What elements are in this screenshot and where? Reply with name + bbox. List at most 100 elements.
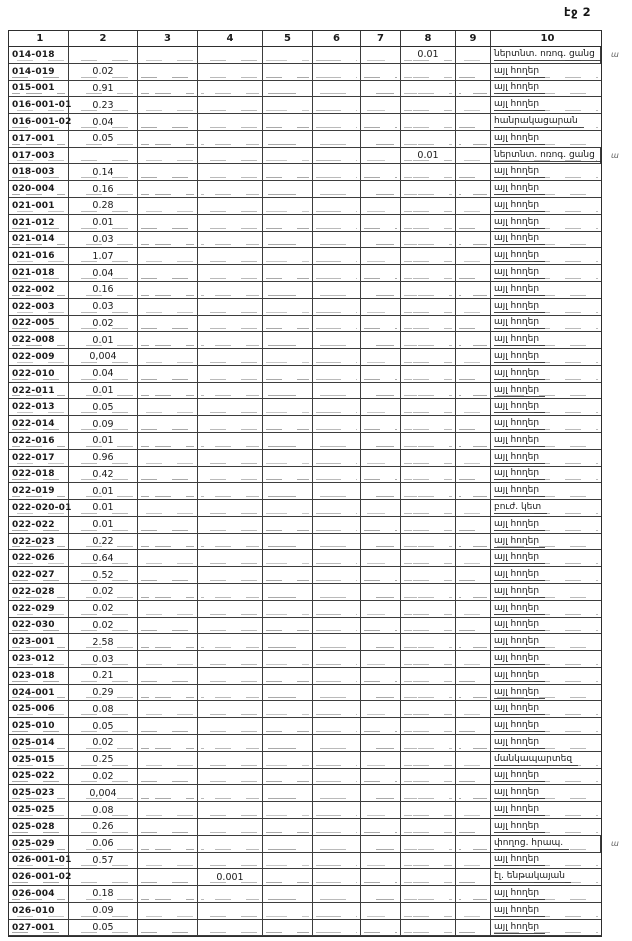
parcel-code-cell: 026-010 <box>9 902 69 920</box>
area-value-cell: 0.01 <box>69 516 138 534</box>
cell-text: 0.25 <box>92 754 114 766</box>
value-col4-cell <box>198 701 263 719</box>
cell-text: այլ հողեր <box>494 217 546 229</box>
parcel-code-cell: 021-018 <box>9 265 69 282</box>
area-value-cell: 0.02 <box>69 617 138 635</box>
empty-cell <box>313 584 361 601</box>
land-use-cell: այլ հողեր <box>491 450 601 467</box>
cell-text: 026-001-01 <box>12 855 72 866</box>
cell-text: այլ հողեր <box>494 385 546 397</box>
empty-cell <box>263 500 313 517</box>
empty-cell <box>313 382 361 400</box>
empty-cell <box>456 584 491 601</box>
land-use-cell: այլ հողեր <box>491 601 601 618</box>
value-col4-cell <box>198 584 263 601</box>
empty-cell <box>263 181 313 199</box>
area-value-cell: 0.04 <box>69 365 138 383</box>
empty-cell <box>313 198 361 215</box>
value-col4-cell <box>198 617 263 635</box>
empty-cell <box>313 466 361 484</box>
empty-cell <box>361 349 401 366</box>
cell-text: 015-001 <box>12 83 55 94</box>
empty-cell <box>313 63 361 81</box>
value-col8-cell <box>401 399 456 417</box>
empty-cell <box>313 651 361 668</box>
empty-cell <box>361 164 401 182</box>
empty-cell <box>456 567 491 584</box>
table-row: 025-025 0.08 այլ հողեր <box>9 802 601 819</box>
empty-cell <box>361 701 401 719</box>
empty-cell <box>361 432 401 450</box>
cell-text: 0.06 <box>92 838 114 850</box>
table-row: 023-018 0.21 այլ հողեր <box>9 667 601 685</box>
empty-cell <box>263 332 313 350</box>
empty-cell <box>313 617 361 635</box>
value-col8-cell <box>401 298 456 316</box>
area-value-cell: 0.05 <box>69 130 138 148</box>
empty-cell <box>263 382 313 400</box>
empty-cell <box>138 147 198 165</box>
empty-cell <box>263 399 313 417</box>
cell-text: այլ հողեր <box>494 284 546 296</box>
cell-text: 0.96 <box>92 452 114 464</box>
empty-cell <box>138 349 198 366</box>
value-col8-cell <box>401 382 456 400</box>
value-col8-cell <box>401 130 456 148</box>
cell-text: 0.01 <box>92 435 114 447</box>
parcel-code-cell: 025-022 <box>9 768 69 786</box>
cell-text: 022-022 <box>12 519 55 530</box>
empty-cell <box>138 449 198 467</box>
table-row: 025-022 0.02 այլ հողեր <box>9 768 601 786</box>
land-use-cell: այլ հողեր <box>491 769 601 786</box>
value-col4-cell <box>198 231 263 249</box>
empty-cell <box>456 80 491 98</box>
column-header: 9 <box>456 31 491 46</box>
value-col8-cell <box>401 332 456 350</box>
empty-cell <box>313 47 361 64</box>
value-col4-cell <box>198 718 263 736</box>
empty-cell <box>138 164 198 182</box>
empty-cell <box>138 399 198 417</box>
table-row: 027-001 0.05 այլ հողեր <box>9 919 601 937</box>
cell-text: այլ հողեր <box>494 854 546 867</box>
parcel-code-cell: 015-001 <box>9 80 69 98</box>
value-col4-cell <box>198 852 263 870</box>
value-col8-cell <box>401 818 456 836</box>
empty-cell <box>313 164 361 182</box>
empty-cell <box>313 231 361 249</box>
empty-cell <box>456 718 491 736</box>
cell-text: 0.16 <box>92 183 114 195</box>
cell-text: 0.03 <box>92 301 114 313</box>
land-use-cell: այլ հողեր <box>491 618 601 635</box>
land-use-cell: հանրակացարան <box>491 114 601 131</box>
area-value-cell: 0.42 <box>69 466 138 484</box>
table-row: 021-012 0.01 այլ հողեր <box>9 214 601 232</box>
value-col4-cell <box>198 248 263 266</box>
cell-text: 018-003 <box>12 167 55 178</box>
parcel-code-cell: 022-030 <box>9 617 69 635</box>
value-col4-cell <box>198 416 263 433</box>
table-row: 026-001-01 0.57 այլ հողեր <box>9 852 601 870</box>
empty-cell <box>138 516 198 534</box>
cell-text: 025-022 <box>12 771 55 782</box>
empty-cell <box>361 298 401 316</box>
table-row: 022-010 0.04 այլ հողեր <box>9 365 601 383</box>
land-use-cell: փողոց. հրապ. <box>491 835 601 853</box>
empty-cell <box>456 617 491 635</box>
empty-cell <box>263 617 313 635</box>
value-col4-cell <box>198 432 263 450</box>
empty-cell <box>456 198 491 215</box>
empty-cell <box>361 449 401 467</box>
empty-cell <box>313 432 361 450</box>
cell-text: 0.03 <box>92 233 114 245</box>
empty-cell <box>361 617 401 635</box>
table-row: 022-017 0.96 այլ հողեր <box>9 449 601 467</box>
land-use-cell: այլ հողեր <box>491 567 601 584</box>
table-row: 016-001-02 0.04 հանրակացարան <box>9 114 601 131</box>
parcel-code-cell: 021-016 <box>9 248 69 266</box>
cell-text: այլ հողեր <box>494 687 546 699</box>
empty-cell <box>263 298 313 316</box>
land-use-cell: այլ հողեր <box>491 517 601 534</box>
cell-text: այլ հողեր <box>494 368 546 380</box>
empty-cell <box>138 735 198 752</box>
